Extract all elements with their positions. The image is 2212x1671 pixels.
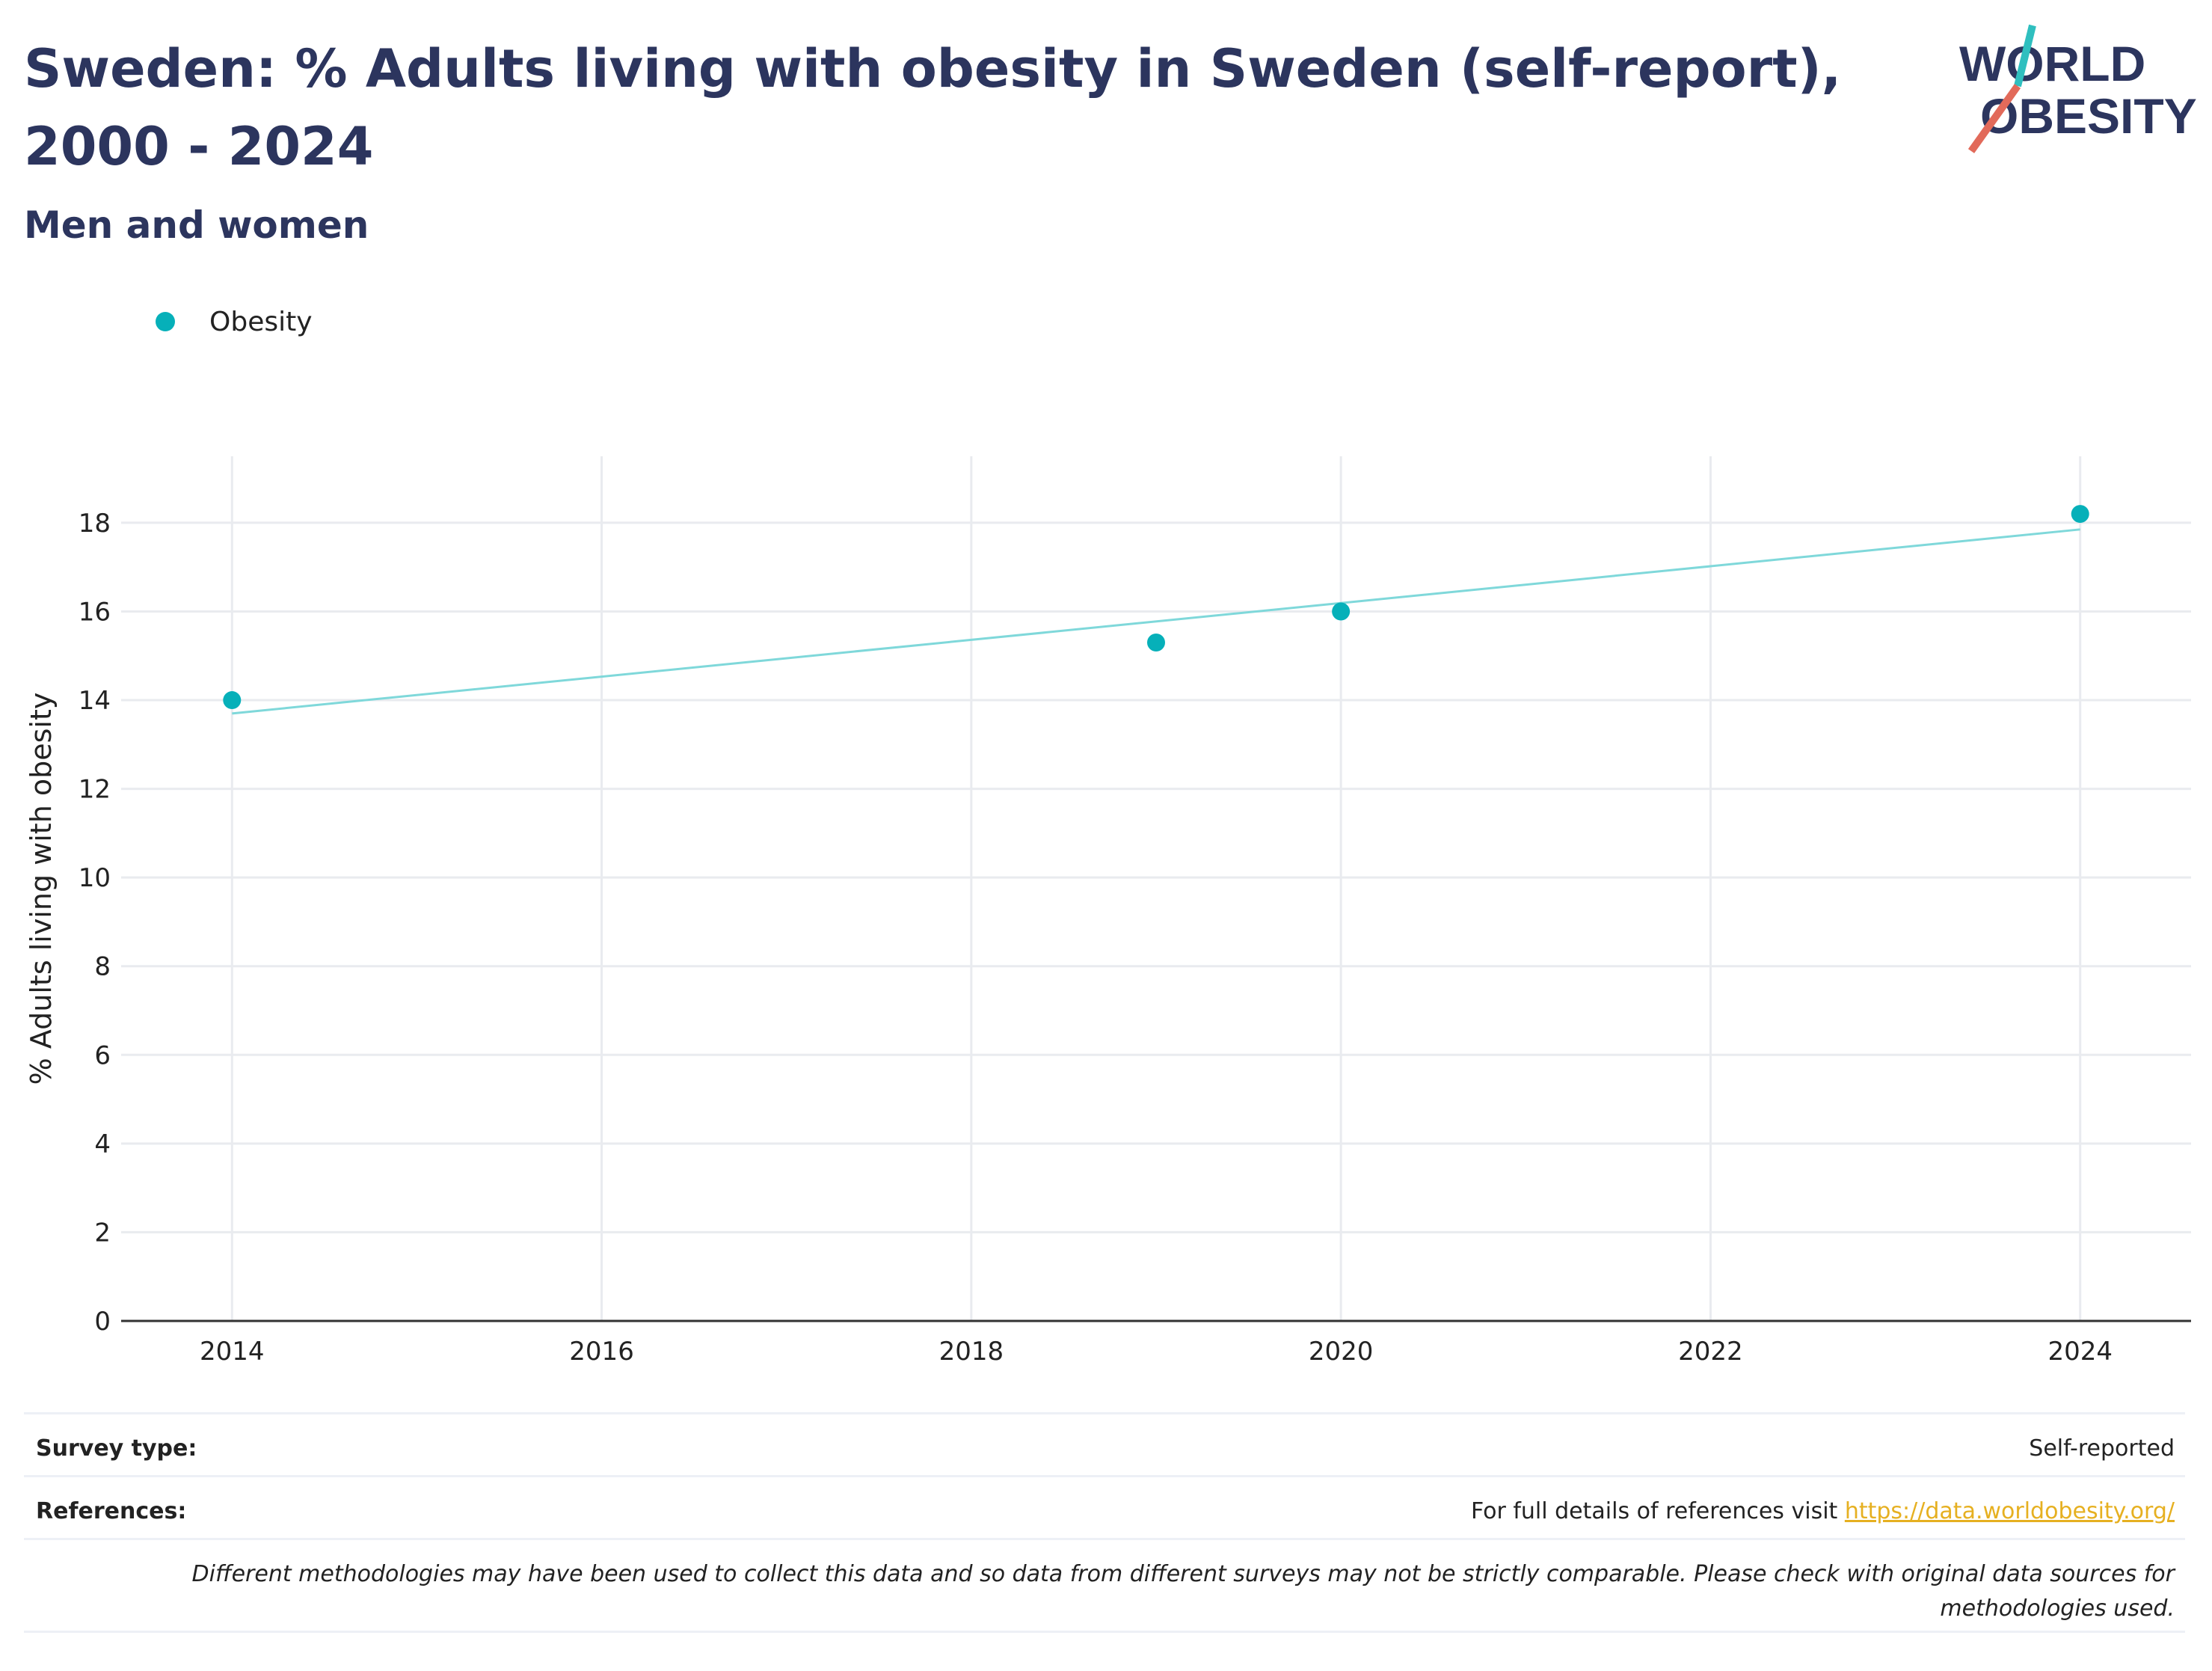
legend-label-obesity: Obesity [209, 306, 313, 337]
y-axis-title: % Adults living with obesity [25, 693, 58, 1085]
logo-word-world: WORLD [1959, 36, 2145, 91]
trend-line [232, 528, 2080, 715]
references-link[interactable]: https://data.worldobesity.org/ [1844, 1497, 2175, 1524]
y-tick-label: 4 [94, 1129, 111, 1159]
survey-type-label: Survey type: [36, 1435, 197, 1462]
y-tick-label: 8 [94, 952, 111, 982]
divider [24, 1631, 2185, 1633]
scatter-chart: 2014 2016 2018 2020 2022 2024024681012141618 … [25, 456, 2191, 1367]
references-value: For full details of references visit htt… [1471, 1498, 2185, 1524]
x-tick-label: 2020 [1309, 1337, 1374, 1367]
divider [24, 1538, 2185, 1540]
legend-marker [156, 312, 175, 331]
axis-ticks: 2014 2016 2018 2020 2022 2024 0 2 4 6 8 10 12 14 16 18 [79, 509, 2113, 1367]
survey-type-row: Survey type: Self-reported [24, 1426, 2185, 1471]
chart-legend: Obesity [156, 299, 313, 344]
x-tick-label: 2024 [2047, 1337, 2113, 1367]
y-tick-label: 12 [79, 775, 111, 805]
references-text: For full details of references visit [1470, 1497, 1845, 1524]
references-label: References: [36, 1497, 187, 1524]
trend-layer [232, 528, 2080, 715]
y-tick-label: 18 [79, 509, 111, 539]
x-tick-label: 2022 [1678, 1337, 1743, 1367]
x-tick-label: 2018 [939, 1337, 1004, 1367]
references-row: References: For full details of referenc… [24, 1488, 2185, 1533]
logo-word-obesity: OBESITY [1980, 88, 2197, 144]
y-tick-label: 10 [79, 863, 111, 893]
x-tick-label: 2014 [200, 1337, 265, 1367]
logo-slash-teal [2014, 24, 2036, 88]
data-point [2071, 505, 2089, 524]
world-obesity-logo: WORLD OBESITY [1959, 24, 2197, 153]
divider [24, 1412, 2185, 1414]
data-point [223, 691, 242, 710]
survey-type-value: Self-reported [2029, 1435, 2175, 1462]
chart-title: Sweden: % Adults living with obesity in … [24, 38, 1842, 177]
y-tick-label: 0 [94, 1307, 111, 1337]
y-tick-label: 16 [79, 597, 111, 627]
data-point [1147, 633, 1165, 651]
chart-subtitle: Men and women [24, 203, 369, 247]
x-tick-label: 2016 [569, 1337, 634, 1367]
grid-lines [121, 456, 2191, 1321]
data-point [1332, 602, 1351, 621]
y-tick-label: 2 [94, 1218, 111, 1248]
y-tick-label: 6 [94, 1040, 111, 1070]
y-tick-label: 14 [79, 686, 111, 716]
data-points [223, 505, 2089, 710]
divider [24, 1475, 2185, 1477]
logo-slash-red [1967, 84, 2021, 153]
methodology-disclaimer: Different methodologies may have been us… [191, 1561, 2175, 1622]
